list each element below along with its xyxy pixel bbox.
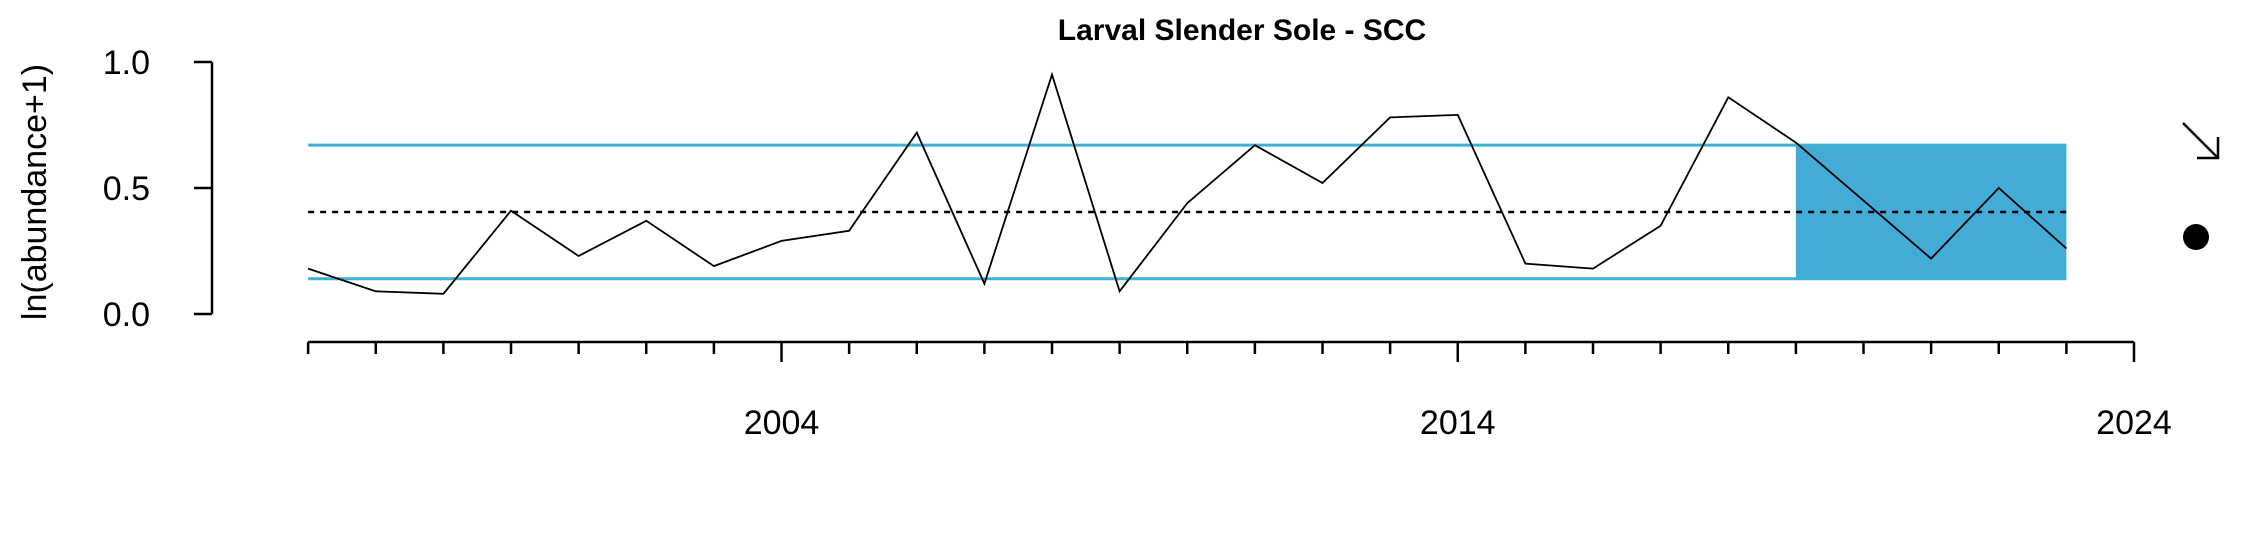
- mean-status-dot-icon: [2183, 224, 2209, 250]
- x-axis: 2004 2014 2024: [306, 340, 2172, 442]
- decreasing-trend-arrow-icon: [2182, 122, 2220, 160]
- y-tick-label: 0.5: [103, 170, 150, 208]
- series-line: [307, 71, 2068, 295]
- arrow-shaft: [2182, 122, 2218, 158]
- series-line-layer: [307, 71, 2068, 295]
- y-axis: 0.0 0.5 1.0: [103, 44, 214, 334]
- sd-lines-layer: [308, 143, 2067, 281]
- x-tick-label: 2014: [1420, 404, 1496, 442]
- y-axis-title: ln(abundance+1): [16, 64, 54, 320]
- x-tick-label: 2024: [2096, 404, 2172, 442]
- chart-title: Larval Slender Sole - SCC: [1058, 14, 1426, 47]
- y-tick-label: 1.0: [103, 44, 150, 82]
- indicators: [2182, 122, 2220, 250]
- x-tick-label: 2004: [744, 404, 820, 442]
- y-tick-label: 0.0: [103, 296, 150, 334]
- arrow-head: [2197, 137, 2220, 160]
